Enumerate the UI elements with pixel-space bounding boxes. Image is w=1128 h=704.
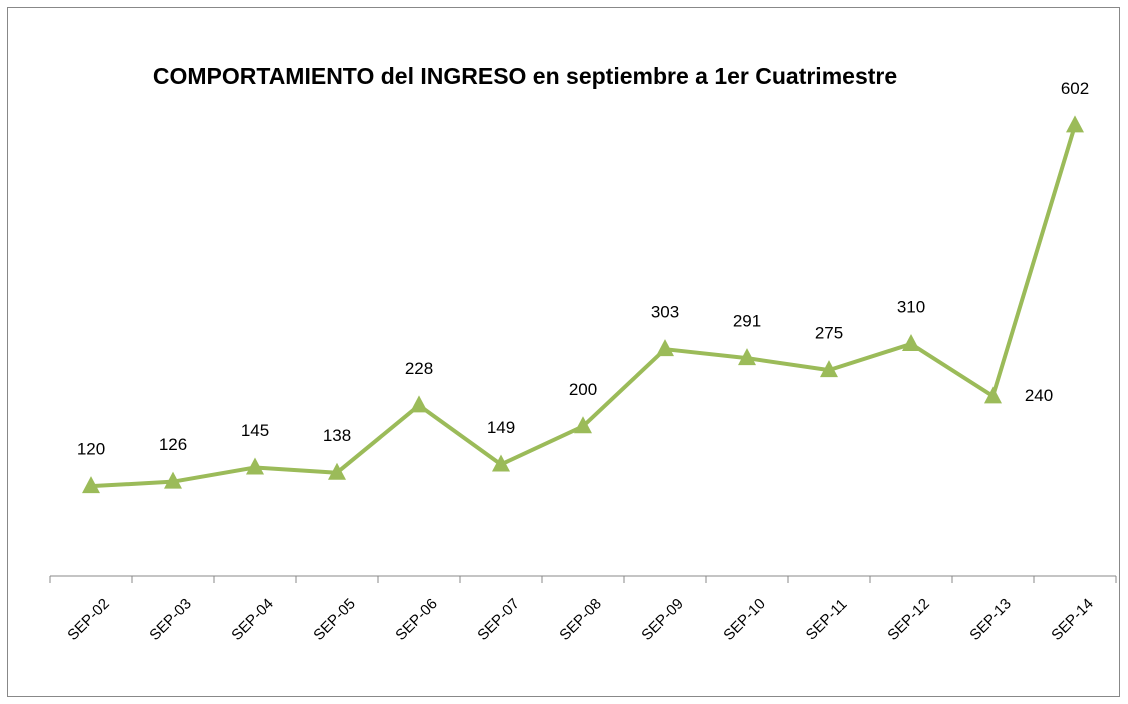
marker <box>328 462 346 480</box>
data-label: 291 <box>733 312 761 331</box>
data-label: 126 <box>159 435 187 454</box>
data-label: 303 <box>651 303 679 322</box>
data-label: 602 <box>1061 79 1089 98</box>
data-label: 240 <box>1025 386 1053 405</box>
data-label: 200 <box>569 380 597 399</box>
chart-title: COMPORTAMIENTO del INGRESO en septiembre… <box>152 63 898 89</box>
marker <box>656 339 674 357</box>
marker <box>574 416 592 434</box>
chart-border <box>7 7 1120 697</box>
marker <box>738 348 756 366</box>
marker <box>82 476 100 494</box>
data-label: 310 <box>897 297 925 316</box>
marker <box>1066 115 1084 133</box>
data-label: 138 <box>323 426 351 445</box>
data-label: 228 <box>405 359 433 378</box>
marker <box>410 395 428 413</box>
data-label: 275 <box>815 324 843 343</box>
marker <box>902 333 920 351</box>
marker <box>984 386 1002 404</box>
data-label: 149 <box>487 418 515 437</box>
data-label: 120 <box>77 440 105 459</box>
marker <box>246 457 264 475</box>
marker <box>820 360 838 378</box>
data-label: 145 <box>241 421 269 440</box>
marker <box>164 471 182 489</box>
marker <box>492 454 510 472</box>
